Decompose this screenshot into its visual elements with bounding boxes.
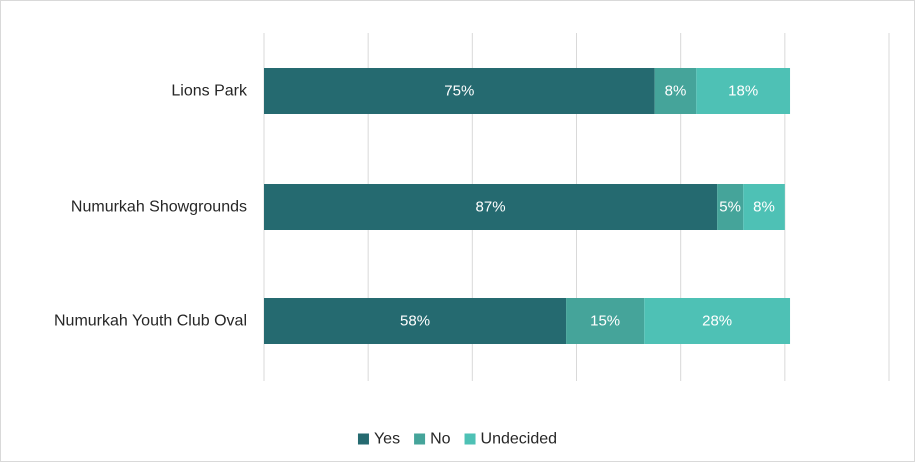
bars (264, 68, 791, 344)
bar-lions-park-no (654, 68, 697, 114)
data-label-lions-park-undecided: 18% (728, 83, 758, 100)
bar-numurkah-youth-club-oval-yes (264, 298, 567, 344)
data-label-numurkah-youth-club-oval-no: 15% (590, 313, 620, 330)
legend-label-yes: Yes (374, 431, 400, 448)
legend: Yes No Undecided (357, 431, 558, 448)
legend-swatch-yes (357, 433, 369, 445)
bar-lions-park-undecided (696, 68, 791, 114)
data-label-lions-park-no: 8% (665, 83, 687, 100)
legend-swatch-no (414, 433, 426, 445)
bar-numurkah-youth-club-oval-undecided (644, 298, 791, 344)
category-label-numurkah-showgrounds: Numurkah Showgrounds (71, 199, 247, 216)
bar-numurkah-showgrounds-no (717, 184, 744, 230)
data-label-numurkah-youth-club-oval-undecided: 28% (702, 313, 732, 330)
data-label-numurkah-showgrounds-yes: 87% (476, 199, 506, 216)
category-labels: Lions Park Numurkah Showgrounds Numurkah Y… (54, 83, 248, 330)
category-label-lions-park: Lions Park (171, 83, 248, 100)
data-label-numurkah-showgrounds-no: 5% (719, 199, 741, 216)
data-label-lions-park-yes: 75% (444, 83, 474, 100)
bar-numurkah-showgrounds-undecided (743, 184, 785, 230)
legend-label-no: No (430, 431, 451, 448)
data-labels: 75% 8% 18% 87% 5% 8% 58% 15% 28% (400, 83, 775, 330)
data-label-numurkah-showgrounds-undecided: 8% (753, 199, 775, 216)
data-label-numurkah-youth-club-oval-yes: 58% (400, 313, 430, 330)
bar-numurkah-youth-club-oval-no (566, 298, 645, 344)
category-label-numurkah-youth-club-oval: Numurkah Youth Club Oval (54, 313, 247, 330)
bar-numurkah-showgrounds-yes (264, 184, 718, 230)
legend-label-undecided: Undecided (481, 431, 558, 448)
legend-swatch-undecided (464, 433, 476, 445)
bar-lions-park-yes (264, 68, 655, 114)
